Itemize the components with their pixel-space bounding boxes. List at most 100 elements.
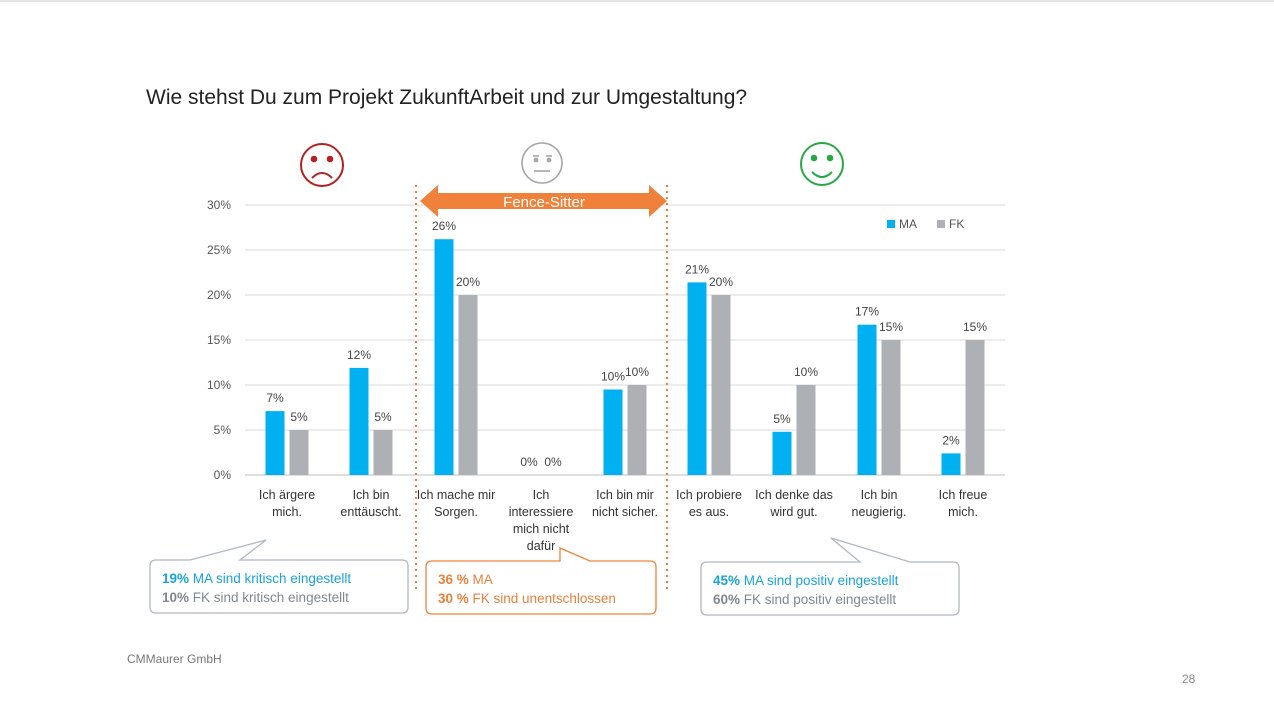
callout-positive-line1: 45% MA sind positiv eingestellt: [713, 573, 899, 588]
fence-sitter-label: Fence-Sitter: [503, 194, 585, 211]
bar-ma: [941, 453, 961, 475]
bar-label-fk: 15%: [879, 320, 903, 334]
y-tick-label: 15%: [207, 333, 231, 347]
bar-label-fk: 5%: [374, 410, 392, 424]
slide-title: Wie stehst Du zum Projekt ZukunftArbeit …: [146, 86, 748, 109]
fence-arrow-shape: [420, 185, 667, 217]
bar-fk: [627, 385, 647, 475]
x-category-label: Ich mache mir Sorgen.: [417, 488, 496, 519]
x-category-label: Ich probiere es aus.: [676, 488, 742, 519]
bar-label-ma: 10%: [601, 370, 625, 384]
bar-label-ma: 0%: [520, 455, 538, 469]
y-tick-label: 25%: [207, 243, 231, 257]
x-category-label: Ich freue mich.: [939, 488, 988, 519]
bar-label-ma: 5%: [773, 412, 791, 426]
x-category-line: wird gut.: [769, 505, 817, 519]
bar-label-ma: 7%: [266, 391, 284, 405]
legend-fk-swatch: [937, 220, 945, 228]
callout-positive-line2: 60% FK sind positiv eingestellt: [713, 592, 897, 607]
x-category-line: Ich: [533, 488, 550, 502]
legend-ma-swatch: [887, 220, 895, 228]
x-category-line: es aus.: [689, 505, 729, 519]
callout-negative-text: 19% MA sind kritisch eingestellt 10% FK …: [162, 569, 351, 607]
bar-label-ma: 17%: [855, 305, 879, 319]
x-category-line: Ich denke das: [755, 488, 833, 502]
bar-ma: [772, 431, 792, 475]
bar-fk: [965, 340, 985, 475]
sad-face-icon: [300, 143, 344, 187]
x-category-line: Ich bin mir: [596, 488, 654, 502]
x-category-label: Ich interessiere mich nicht dafür: [509, 488, 574, 553]
callout-neutral-line1: 36 % MA: [438, 572, 493, 587]
bar-fk: [289, 430, 309, 475]
bar-fk: [711, 295, 731, 475]
neutral-face-icon: [521, 142, 563, 184]
bar-ma: [857, 324, 877, 475]
x-category-line: dafür: [527, 539, 556, 553]
bar-label-fk: 10%: [794, 365, 818, 379]
bar-ma: [687, 282, 707, 475]
x-category-line: enttäuscht.: [340, 505, 401, 519]
callout-negative-line1: 19% MA sind kritisch eingestellt: [162, 571, 352, 586]
bar-fk: [796, 385, 816, 475]
x-category-line: Ich freue: [939, 488, 988, 502]
x-category-line: Ich ärgere: [259, 488, 315, 502]
x-category-line: Sorgen.: [434, 505, 478, 519]
fence-sitter-arrow: Fence-Sitter: [420, 185, 667, 217]
bar-fk: [373, 430, 393, 475]
bar-ma: [434, 239, 454, 475]
bar-label-fk: 10%: [625, 365, 649, 379]
bar-ma: [265, 411, 285, 475]
bar-label-fk: 15%: [963, 320, 987, 334]
callout-positive-box: [700, 537, 960, 616]
bar-label-fk: 0%: [544, 455, 562, 469]
callout-negative-line2: 10% FK sind kritisch eingestellt: [162, 590, 349, 605]
bar-data-labels: 7% 12% 26% 0% 10% 21% 5% 17% 2% 5% 5% 20% 0% 10% 20% 10…: [266, 219, 987, 469]
x-category-label: Ich bin neugierig.: [852, 488, 907, 519]
bar-label-ma: 21%: [685, 262, 709, 276]
bar-label-ma: 26%: [432, 219, 456, 233]
x-category-label: Ich bin mir nicht sicher.: [592, 488, 658, 519]
bar-fk: [881, 340, 901, 475]
legend-ma-label: MA: [899, 217, 917, 231]
y-axis-ticks: 0% 5% 10% 15% 20% 25% 30%: [207, 198, 231, 482]
bar-label-fk: 5%: [290, 410, 308, 424]
bar-label-fk: 20%: [709, 275, 733, 289]
page-number: 28: [1182, 672, 1196, 686]
x-category-line: nicht sicher.: [592, 505, 658, 519]
callout-neutral-text: 36 % MA 30 % FK sind unentschlossen: [438, 570, 616, 608]
bar-ma: [603, 389, 623, 475]
x-category-line: Ich probiere: [676, 488, 742, 502]
company-name: CMMaurer GmbH: [127, 652, 222, 666]
bar-fk: [458, 295, 478, 475]
callout-neutral-box: [425, 547, 657, 615]
x-category-line: mich nicht: [513, 522, 570, 536]
x-category-label: Ich bin enttäuscht.: [340, 488, 401, 519]
x-category-line: interessiere: [509, 505, 574, 519]
top-border: [0, 0, 1274, 2]
x-category-label: Ich denke das wird gut.: [755, 488, 833, 519]
bar-label-ma: 12%: [347, 348, 371, 362]
bar-label-ma: 2%: [942, 433, 960, 447]
y-tick-label: 30%: [207, 198, 231, 212]
x-category-line: mich.: [272, 505, 302, 519]
callout-positive-text: 45% MA sind positiv eingestellt 60% FK s…: [713, 571, 898, 609]
x-category-label: Ich ärgere mich.: [259, 488, 315, 519]
bar-label-fk: 20%: [456, 275, 480, 289]
y-tick-label: 10%: [207, 378, 231, 392]
x-axis-labels: Ich ärgere mich. Ich bin enttäuscht. Ich mac…: [259, 488, 988, 553]
x-category-line: Ich mache mir: [417, 488, 496, 502]
chart-bars: [265, 239, 985, 475]
callout-neutral-line2: 30 % FK sind unentschlossen: [438, 591, 616, 606]
chart-legend: MA FK: [887, 217, 964, 231]
x-category-line: Ich bin: [353, 488, 390, 502]
x-category-line: mich.: [948, 505, 978, 519]
y-tick-label: 5%: [214, 423, 232, 437]
y-tick-label: 20%: [207, 288, 231, 302]
bar-ma: [349, 367, 369, 475]
legend-fk-label: FK: [949, 217, 964, 231]
callout-negative-box: [149, 539, 409, 614]
x-category-line: Ich bin: [861, 488, 898, 502]
y-tick-label: 0%: [214, 468, 232, 482]
